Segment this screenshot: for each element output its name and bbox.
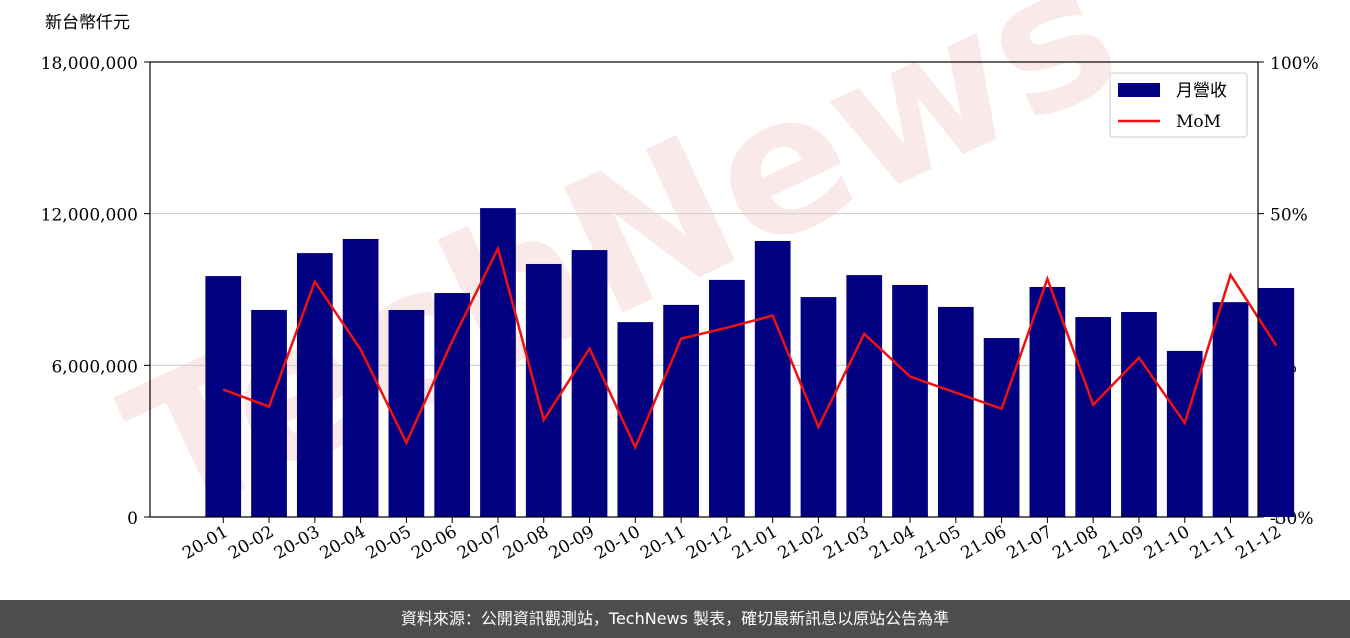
y-tick-label: 12,000,000 [41,206,138,226]
x-tick-label: 20-11 [637,522,689,564]
y2-tick-label: 100% [1270,54,1319,74]
legend-label: 月營收 [1176,81,1227,101]
bar [480,208,516,517]
y-tick-label: 6,000,000 [51,357,138,377]
footer: 資料來源：公開資訊觀測站，TechNews 製表，確切最新訊息以原站公告為準 [0,600,1350,638]
bar [983,338,1020,517]
bar [205,276,242,517]
bar [754,240,791,517]
x-tick-label: 21-05 [912,522,964,564]
x-tick-label: 20-04 [317,522,369,564]
x-tick-label: 20-10 [591,522,643,564]
x-tick-label: 21-08 [1049,522,1101,564]
chart: 新台幣仟元 TechNews 06,000,00012,000,00018,00… [41,0,1319,564]
x-tick-label: 21-10 [1141,522,1193,564]
bar [937,306,974,517]
bar [1166,350,1203,517]
line [222,245,1278,451]
bar [434,293,471,517]
y-tick-label: 18,000,000 [41,54,138,74]
x-tick-label: 20-03 [271,522,323,564]
bar [1075,317,1112,517]
bar [251,309,287,517]
x-tick-label: 21-04 [866,522,918,564]
legend-label: MoM [1176,112,1221,132]
x-tick-label: 21-03 [820,522,872,564]
bar [342,238,379,517]
x-tick-label: 20-05 [362,522,414,564]
x-tick-label: 21-06 [958,522,1010,564]
bar [1121,311,1157,517]
x-tick-label: 20-06 [408,522,460,564]
x-tick-label: 20-07 [454,522,506,564]
x-tick-label: 21-02 [775,522,827,564]
x-tick-label: 20-12 [683,522,735,564]
bar [800,297,837,517]
y-axis-label: 新台幣仟元 [45,13,130,33]
bar [1029,286,1066,517]
bar [571,250,608,518]
y-tick-label: 0 [127,509,138,529]
bar [525,263,562,517]
x-tick-label: 20-09 [546,522,598,564]
bar [846,275,883,517]
x-tick-label: 20-08 [500,522,552,564]
x-tick-label: 21-09 [1095,522,1147,564]
y2-tick-label: 50% [1270,206,1308,226]
x-tick-label: 21-11 [1187,522,1239,564]
plot-frame [149,61,1259,518]
bar [1212,302,1249,517]
bar [1258,287,1295,517]
x-tick-label: 21-07 [1003,522,1055,564]
bar [296,253,333,517]
x-tick-label: 21-12 [1232,522,1284,564]
bar [709,279,745,517]
x-tick-label: 21-01 [729,522,781,564]
bar [892,284,928,517]
legend-swatch [1118,83,1160,97]
